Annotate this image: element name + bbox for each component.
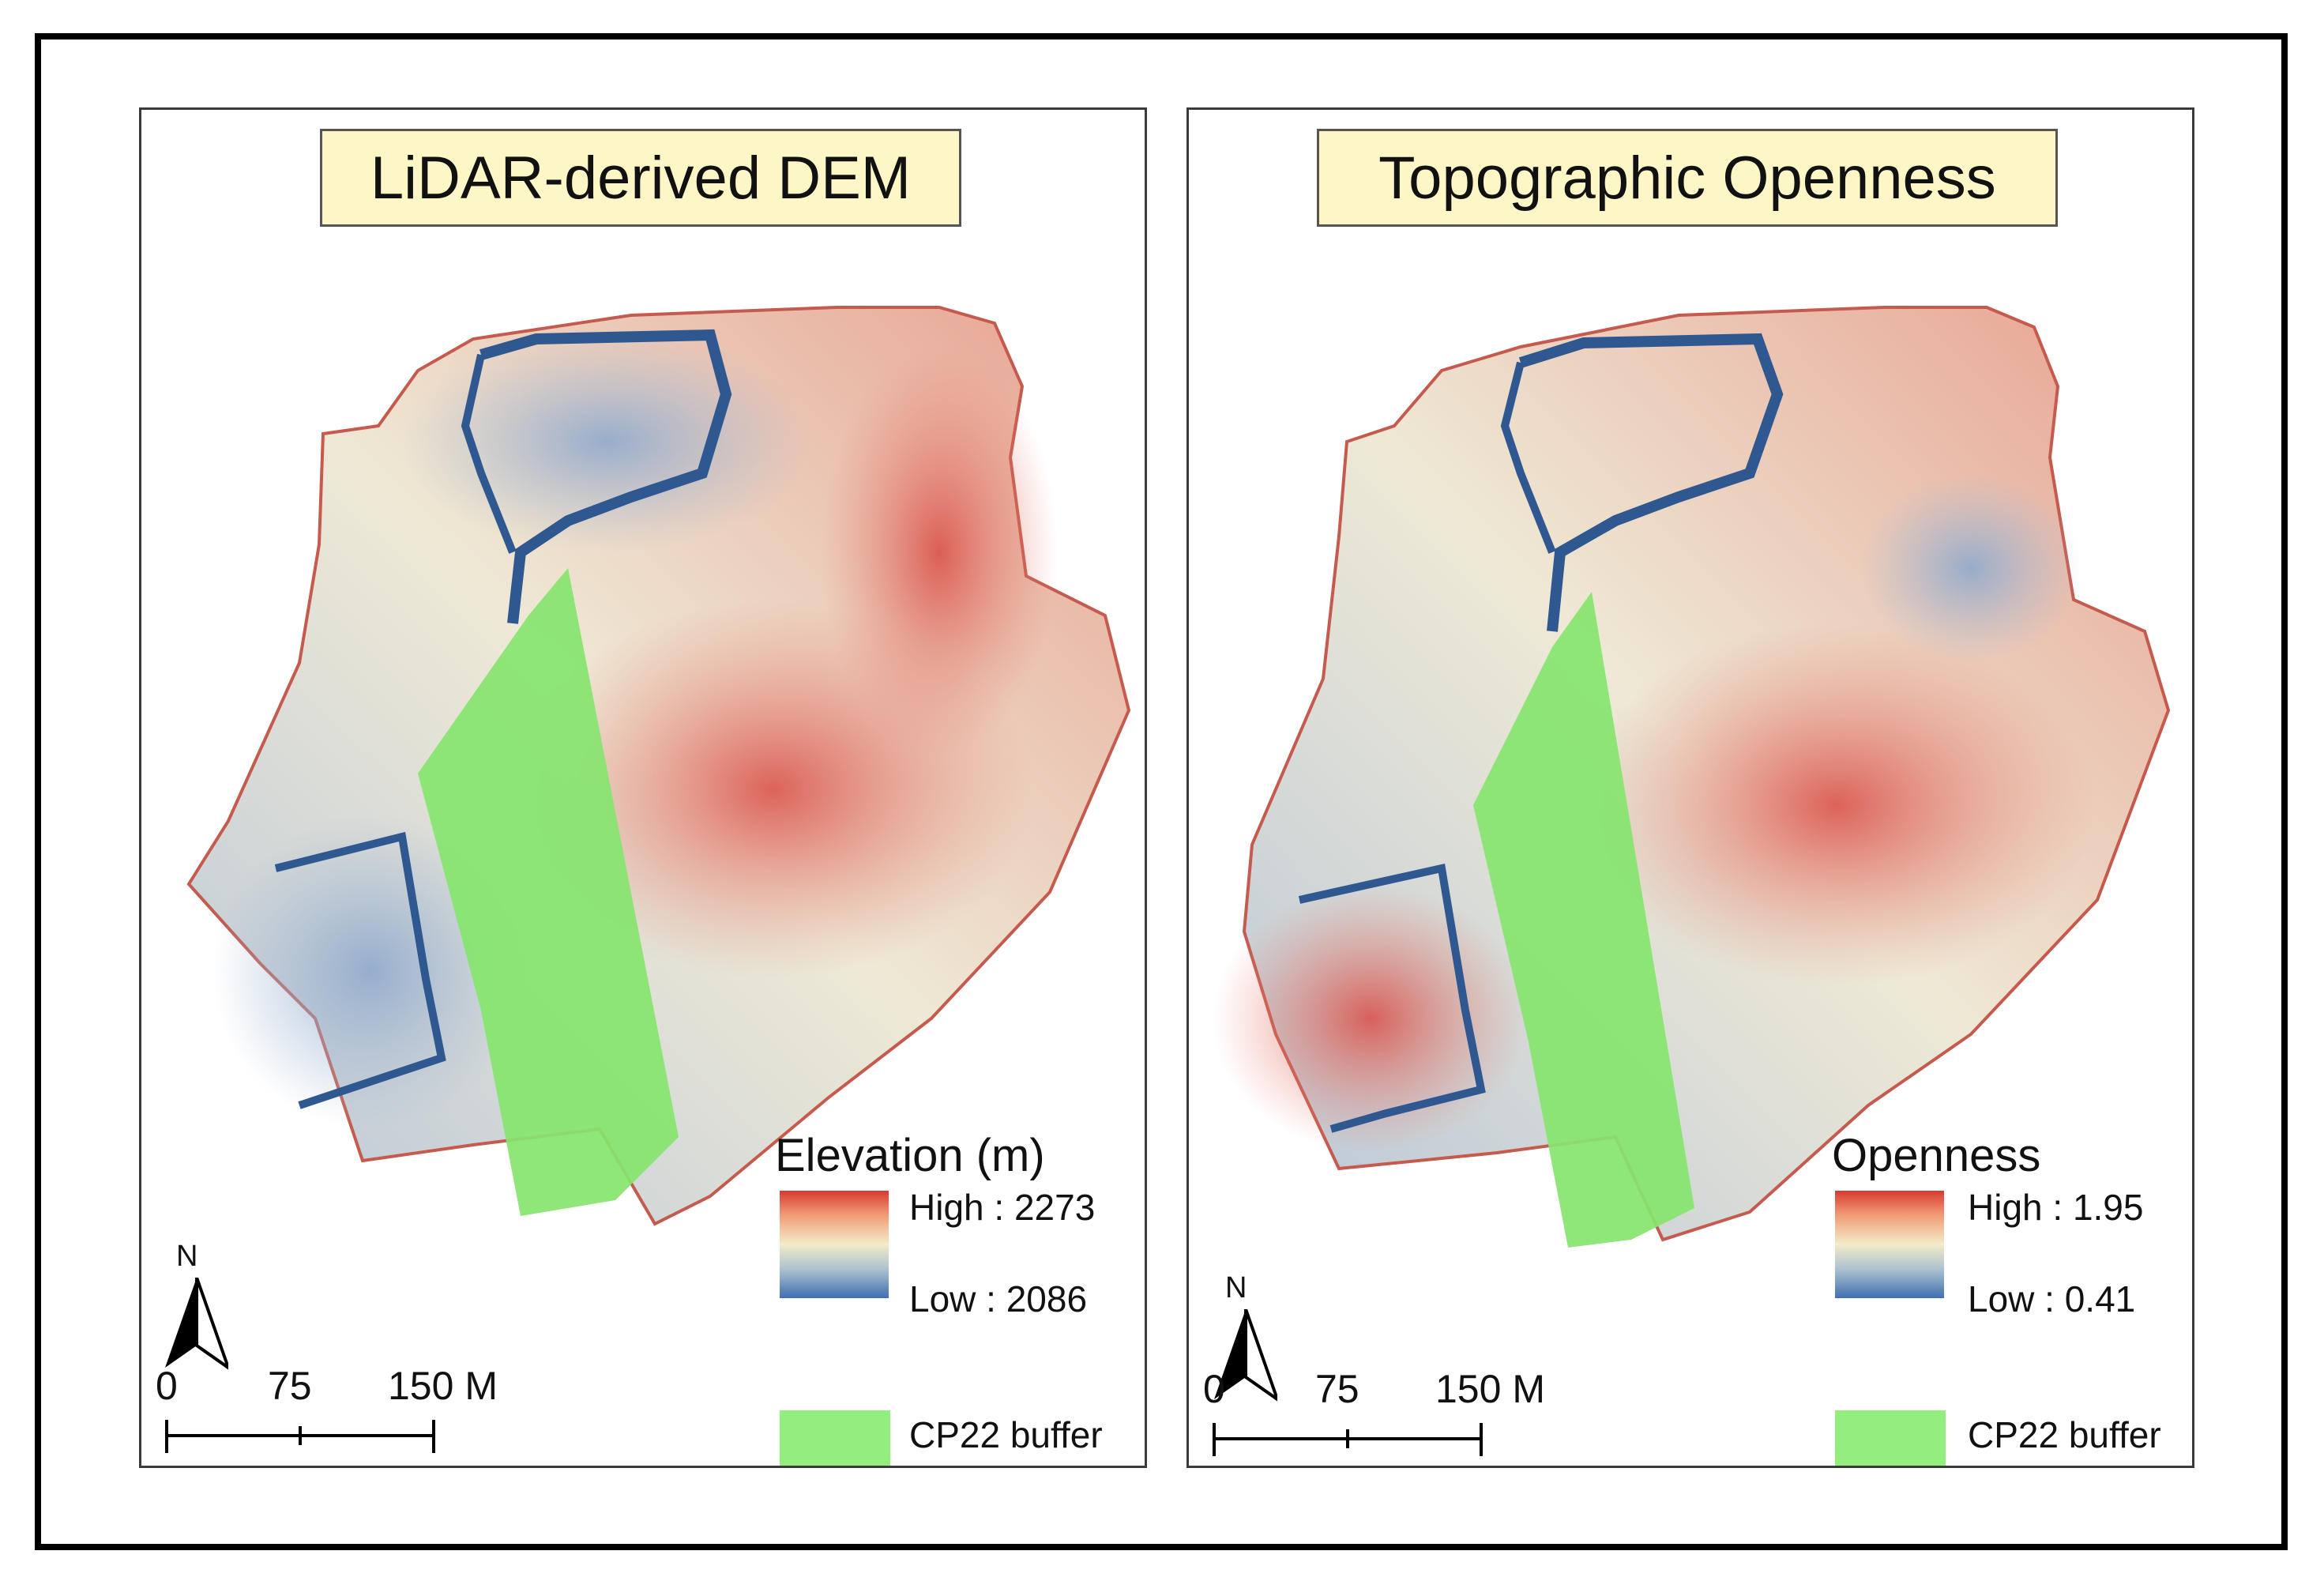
legend-low-label: Low : 2086 [909, 1278, 1088, 1319]
scale-tick-label: 75 [1315, 1367, 1359, 1411]
low-openness-ne [1860, 473, 2081, 663]
channel [274, 831, 446, 1109]
panel-title: LiDAR-derived DEM [320, 129, 961, 227]
north-label: N [1225, 1271, 1247, 1304]
dem-map [186, 306, 1131, 1226]
scale-bar [1213, 1423, 1483, 1456]
openness-map [1213, 306, 2171, 1248]
map-panel-openness: Topographic Openness Openness High : 1.9… [1186, 107, 2194, 1468]
legend-title: Elevation (m) [775, 1130, 1045, 1181]
map-panel-dem: LiDAR-derived DEM Elevation (m) High : 2… [139, 107, 1147, 1468]
legend-high-label: High : 1.95 [1968, 1187, 2144, 1228]
cp22-buffer [1473, 592, 1694, 1248]
legend-title: Openness [1832, 1130, 2041, 1181]
scale-tick-label: 150 M [388, 1364, 498, 1408]
buffer-swatch [1835, 1410, 1946, 1466]
north-arrow-icon [165, 1278, 228, 1370]
color-ramp [1835, 1191, 1944, 1298]
channel [1298, 863, 1486, 1133]
north-label: N [176, 1240, 198, 1273]
panel-title: Topographic Openness [1317, 129, 2058, 227]
high-ridge-ne [821, 347, 1058, 758]
figure-frame [35, 33, 2288, 1550]
legend-buffer-label: CP22 buffer [909, 1414, 1103, 1455]
legend-low-label: Low : 0.41 [1968, 1278, 2136, 1319]
scale-tick-label: 75 [268, 1364, 312, 1408]
color-ramp [780, 1191, 889, 1298]
low-basin-nw [402, 331, 813, 552]
cp22-buffer [418, 568, 679, 1216]
channel [1518, 333, 1784, 632]
legend-high-label: High : 2273 [909, 1187, 1096, 1228]
channel [479, 329, 732, 624]
scale-tick-label: 150 M [1435, 1367, 1545, 1411]
buffer-swatch [780, 1410, 890, 1466]
channel [1500, 361, 1556, 554]
north-arrow-icon [1214, 1309, 1277, 1402]
high-openness [1576, 623, 2097, 987]
channel [461, 353, 517, 554]
scale-bar [165, 1420, 435, 1453]
scale-tick-label: 0 [156, 1364, 178, 1408]
legend-buffer-label: CP22 buffer [1968, 1414, 2161, 1455]
high-openness-sw [1213, 884, 1529, 1153]
scale-tick-label: 0 [1203, 1367, 1225, 1411]
